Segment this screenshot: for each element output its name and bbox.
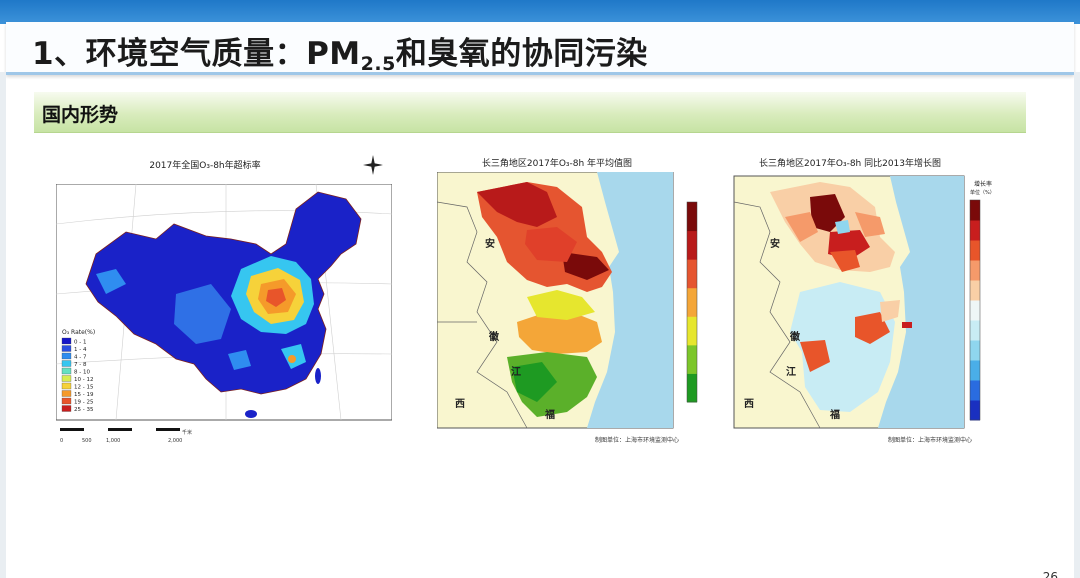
colorbar-segment: [970, 320, 980, 341]
colorbar-segment: [687, 259, 697, 289]
china-map-title: 2017年全国O₃-8h年超标率: [149, 161, 261, 171]
legend-label: 4 - 7: [74, 355, 87, 361]
colorbar-segment: [970, 340, 980, 361]
legend-label: 7 - 8: [74, 362, 87, 368]
section-title: 国内形势: [42, 104, 119, 126]
legend-label: 0 - 1: [74, 340, 86, 346]
north-arrow-icon: [363, 155, 383, 175]
legend-swatch: [61, 345, 72, 352]
svg-text:江: 江: [511, 365, 521, 378]
legend-swatch: [61, 405, 72, 412]
colorbar-segment: [970, 400, 980, 421]
svg-text:1,000: 1,000: [106, 438, 120, 444]
legend-label: 19 - 25: [74, 400, 94, 406]
svg-text:福: 福: [829, 408, 840, 421]
svg-text:0: 0: [60, 438, 63, 444]
colorbar-segment: [687, 373, 697, 403]
svg-text:单位（%）: 单位（%）: [970, 189, 995, 196]
legend-label: 25 - 35: [74, 407, 94, 413]
slide-title: 1、环境空气质量：PM2.5和臭氧的协同污染: [32, 36, 648, 75]
svg-text:千米: 千米: [182, 429, 192, 436]
svg-text:福: 福: [544, 408, 555, 421]
svg-text:500: 500: [82, 438, 92, 444]
legend-swatch: [61, 397, 72, 405]
svg-text:安: 安: [770, 237, 780, 250]
svg-text:O₃ Rate(%): O₃ Rate(%): [62, 329, 95, 336]
svg-text:江: 江: [786, 365, 796, 378]
colorbar-segment: [687, 230, 697, 260]
svg-text:增长率: 增长率: [974, 180, 992, 188]
legend-swatch: [61, 375, 72, 382]
svg-text:西: 西: [455, 398, 465, 410]
colorbar-segment: [970, 260, 980, 281]
right-edge: [1074, 72, 1080, 578]
section-bar: 国内形势: [34, 92, 1026, 133]
yrd-average-credit: 制图单位：上海市环境监测中心: [595, 437, 680, 444]
colorbar-segment: [687, 344, 697, 374]
legend-swatch: [61, 382, 72, 390]
svg-text:2,000: 2,000: [168, 438, 182, 444]
yrd-growth-map: 安 徽 江 西 福 增长率 单位（%）: [733, 175, 995, 429]
svg-text:西: 西: [744, 398, 754, 410]
colorbar-frame: [686, 201, 698, 403]
colorbar-segment: [970, 380, 980, 401]
colorbar-segment: [970, 300, 980, 321]
china-map-legend: O₃ Rate(%) 0 - 11 - 4 4 - 77 - 8 8 - 1010 …: [61, 329, 95, 413]
yrd-average-map-panel: 长三角地区2017年O₃-8h 年平均值图 安 徽 江: [437, 150, 712, 450]
colorbar-segment: [970, 220, 980, 241]
colorbar-frame: [969, 199, 981, 421]
yrd-growth-map-title: 长三角地区2017年O₃-8h 同比2013年增长图: [758, 159, 942, 169]
yrd-growth-credit: 制图单位：上海市环境监测中心: [888, 437, 973, 444]
colorbar-segment: [970, 360, 980, 381]
colorbar-segment: [970, 200, 980, 221]
yrd-average-map-title: 长三角地区2017年O₃-8h 年平均值图: [481, 159, 633, 169]
svg-text:安: 安: [485, 237, 495, 250]
colorbar-segment: [970, 280, 980, 301]
china-ozone-map: O₃ Rate(%) 0 - 11 - 4 4 - 77 - 8 8 - 1010 …: [56, 184, 392, 444]
legend-swatch: [61, 367, 72, 375]
scale-bar: 0 500 1,000 2,000 千米: [60, 428, 192, 444]
page-number: 26: [1042, 570, 1058, 578]
left-edge: [0, 72, 6, 578]
colorbar-segment: [687, 316, 697, 346]
yrd-average-map: 安 徽 江 西 福: [437, 172, 698, 429]
china-map-panel: 2017年全国O₃-8h年超标率: [50, 150, 395, 450]
svg-text:徽: 徽: [789, 330, 801, 343]
legend-swatch: [61, 337, 72, 345]
svg-text:徽: 徽: [488, 330, 500, 343]
legend-label: 1 - 4: [74, 347, 87, 353]
legend-label: 10 - 12: [74, 377, 93, 383]
colorbar-segment: [687, 287, 697, 317]
legend-label: 15 - 19: [74, 392, 94, 398]
header-band: [0, 0, 1080, 24]
yrd-growth-colorbar: [969, 199, 981, 421]
colorbar-segment: [970, 240, 980, 261]
legend-swatch: [61, 352, 72, 360]
legend-swatch: [61, 360, 72, 367]
legend-label: 12 - 15: [74, 385, 94, 391]
title-bar: 1、环境空气质量：PM2.5和臭氧的协同污染: [6, 22, 1074, 75]
colorbar-segment: [687, 202, 697, 232]
legend-swatch: [61, 390, 72, 397]
yrd-average-colorbar: [686, 201, 698, 403]
legend-label: 8 - 10: [74, 370, 90, 376]
yrd-growth-map-panel: 长三角地区2017年O₃-8h 同比2013年增长图 安 徽: [730, 150, 1005, 450]
